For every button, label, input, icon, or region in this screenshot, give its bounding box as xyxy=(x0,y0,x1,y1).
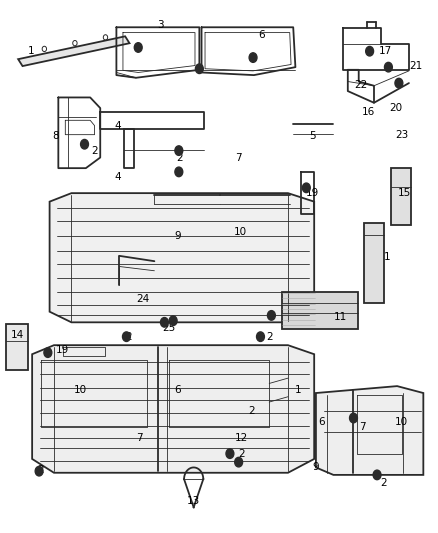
Text: 11: 11 xyxy=(334,312,347,322)
Text: 5: 5 xyxy=(310,131,316,141)
Circle shape xyxy=(175,146,183,156)
Text: 9: 9 xyxy=(174,231,181,241)
Circle shape xyxy=(373,470,381,480)
Text: 7: 7 xyxy=(235,152,242,163)
Text: 2: 2 xyxy=(125,332,131,342)
Text: 10: 10 xyxy=(395,417,408,427)
Text: 14: 14 xyxy=(11,329,24,340)
Text: 22: 22 xyxy=(354,80,367,90)
Text: 2: 2 xyxy=(248,406,255,416)
Circle shape xyxy=(175,167,183,176)
Text: 2: 2 xyxy=(381,479,387,488)
Polygon shape xyxy=(364,223,384,303)
Text: 2: 2 xyxy=(91,146,98,156)
Polygon shape xyxy=(32,345,314,473)
Text: 1: 1 xyxy=(295,385,302,395)
Text: 10: 10 xyxy=(233,227,247,237)
Text: 2: 2 xyxy=(266,332,272,342)
Text: 25: 25 xyxy=(162,322,175,333)
Circle shape xyxy=(395,78,403,88)
Text: 13: 13 xyxy=(187,496,200,506)
Circle shape xyxy=(123,332,131,342)
Text: 4: 4 xyxy=(114,172,121,182)
Circle shape xyxy=(44,348,52,358)
Text: 2: 2 xyxy=(177,152,183,163)
Text: 16: 16 xyxy=(362,107,375,117)
Polygon shape xyxy=(283,292,358,329)
Circle shape xyxy=(195,64,203,74)
Text: 7: 7 xyxy=(136,433,143,443)
Circle shape xyxy=(169,316,177,326)
Text: 20: 20 xyxy=(389,103,403,113)
Text: 15: 15 xyxy=(398,188,411,198)
Circle shape xyxy=(249,53,257,62)
Text: 4: 4 xyxy=(114,120,121,131)
Circle shape xyxy=(160,318,168,327)
Text: 17: 17 xyxy=(379,46,392,56)
Circle shape xyxy=(302,183,310,192)
Circle shape xyxy=(385,62,392,72)
Text: 1: 1 xyxy=(28,46,35,56)
Circle shape xyxy=(226,449,234,458)
Text: 2: 2 xyxy=(38,465,44,474)
Polygon shape xyxy=(316,386,424,475)
Circle shape xyxy=(268,311,276,320)
Polygon shape xyxy=(18,36,130,66)
Text: 24: 24 xyxy=(136,294,149,304)
Circle shape xyxy=(350,413,357,423)
Text: 12: 12 xyxy=(235,433,248,443)
Polygon shape xyxy=(6,324,28,370)
Circle shape xyxy=(134,43,142,52)
Text: 1: 1 xyxy=(384,252,390,262)
Circle shape xyxy=(35,466,43,476)
Text: 9: 9 xyxy=(313,463,319,472)
Text: 21: 21 xyxy=(410,61,423,70)
Text: 19: 19 xyxy=(56,345,69,356)
Polygon shape xyxy=(392,168,411,225)
Polygon shape xyxy=(49,193,314,322)
Text: 3: 3 xyxy=(157,20,163,30)
Text: 6: 6 xyxy=(174,385,181,395)
Text: 6: 6 xyxy=(318,417,325,427)
Text: 23: 23 xyxy=(395,130,408,140)
Text: 10: 10 xyxy=(74,385,87,395)
Text: 7: 7 xyxy=(359,422,366,432)
Text: 2: 2 xyxy=(238,449,245,458)
Text: 8: 8 xyxy=(52,131,59,141)
Circle shape xyxy=(257,332,265,342)
Circle shape xyxy=(235,457,243,467)
Circle shape xyxy=(366,46,374,56)
Circle shape xyxy=(81,140,88,149)
Text: 6: 6 xyxy=(258,30,265,41)
Text: 19: 19 xyxy=(306,188,319,198)
